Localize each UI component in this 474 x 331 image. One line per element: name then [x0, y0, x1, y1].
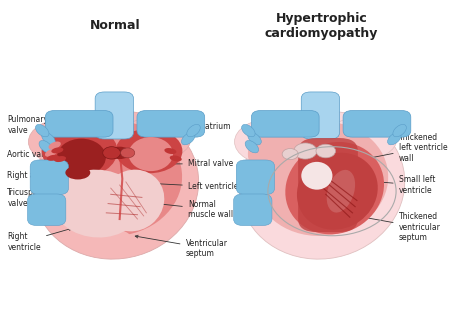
Text: Left ventricle: Left ventricle — [154, 182, 238, 191]
Ellipse shape — [248, 132, 261, 145]
Circle shape — [120, 148, 135, 158]
Circle shape — [316, 144, 336, 158]
Ellipse shape — [28, 118, 104, 165]
Ellipse shape — [297, 153, 378, 230]
Text: Hypertrophic
cardiomyopathy: Hypertrophic cardiomyopathy — [264, 12, 378, 40]
FancyBboxPatch shape — [46, 111, 113, 137]
Ellipse shape — [182, 132, 195, 145]
Ellipse shape — [48, 122, 182, 236]
Text: Small left
ventricle: Small left ventricle — [360, 175, 435, 195]
Text: Thickened
left ventricle
wall: Thickened left ventricle wall — [360, 133, 447, 163]
Text: Right atrium: Right atrium — [8, 168, 65, 180]
Ellipse shape — [393, 124, 406, 137]
Ellipse shape — [39, 141, 53, 153]
Ellipse shape — [116, 129, 182, 173]
FancyBboxPatch shape — [234, 194, 272, 225]
Text: Left atrium: Left atrium — [159, 122, 230, 135]
Text: Thickened
ventricular
septum: Thickened ventricular septum — [360, 213, 440, 242]
Ellipse shape — [285, 142, 384, 234]
Circle shape — [294, 143, 317, 159]
Text: Normal
muscle wall: Normal muscle wall — [154, 200, 233, 219]
Text: Ventricular
septum: Ventricular septum — [135, 235, 228, 258]
FancyBboxPatch shape — [30, 160, 69, 195]
Ellipse shape — [170, 156, 182, 162]
Ellipse shape — [57, 139, 106, 176]
Ellipse shape — [42, 132, 55, 145]
Ellipse shape — [119, 117, 191, 160]
FancyBboxPatch shape — [298, 138, 358, 232]
FancyBboxPatch shape — [301, 92, 339, 139]
Text: Pulmonary
valve: Pulmonary valve — [8, 115, 63, 134]
Ellipse shape — [235, 118, 310, 165]
Ellipse shape — [42, 125, 118, 177]
Ellipse shape — [326, 117, 397, 160]
Text: Right
ventricle: Right ventricle — [8, 228, 72, 252]
Ellipse shape — [248, 126, 324, 182]
Ellipse shape — [54, 156, 66, 162]
Ellipse shape — [34, 111, 199, 259]
Ellipse shape — [240, 111, 405, 259]
Ellipse shape — [102, 169, 164, 231]
Ellipse shape — [327, 170, 355, 213]
Ellipse shape — [128, 137, 173, 171]
FancyBboxPatch shape — [27, 194, 66, 225]
Text: Normal: Normal — [90, 19, 140, 32]
Circle shape — [103, 147, 120, 159]
Ellipse shape — [388, 132, 401, 145]
Text: Tricuspid
valve: Tricuspid valve — [8, 188, 72, 208]
Ellipse shape — [65, 166, 90, 179]
FancyBboxPatch shape — [137, 111, 205, 137]
Circle shape — [282, 149, 298, 160]
FancyBboxPatch shape — [237, 160, 274, 195]
Ellipse shape — [255, 122, 388, 236]
FancyBboxPatch shape — [95, 92, 134, 139]
FancyBboxPatch shape — [343, 111, 411, 137]
Ellipse shape — [164, 148, 176, 154]
Ellipse shape — [53, 170, 142, 238]
FancyBboxPatch shape — [251, 111, 319, 137]
Ellipse shape — [301, 162, 332, 190]
Ellipse shape — [48, 141, 61, 149]
Ellipse shape — [242, 124, 255, 137]
Ellipse shape — [109, 147, 131, 159]
Ellipse shape — [51, 147, 64, 153]
Ellipse shape — [45, 149, 57, 157]
Ellipse shape — [36, 124, 49, 137]
Ellipse shape — [187, 124, 200, 137]
Ellipse shape — [245, 141, 259, 153]
Ellipse shape — [47, 155, 59, 161]
Ellipse shape — [100, 230, 131, 245]
Text: Aortic valve: Aortic valve — [8, 150, 72, 159]
Text: Mitral valve: Mitral valve — [154, 159, 233, 168]
